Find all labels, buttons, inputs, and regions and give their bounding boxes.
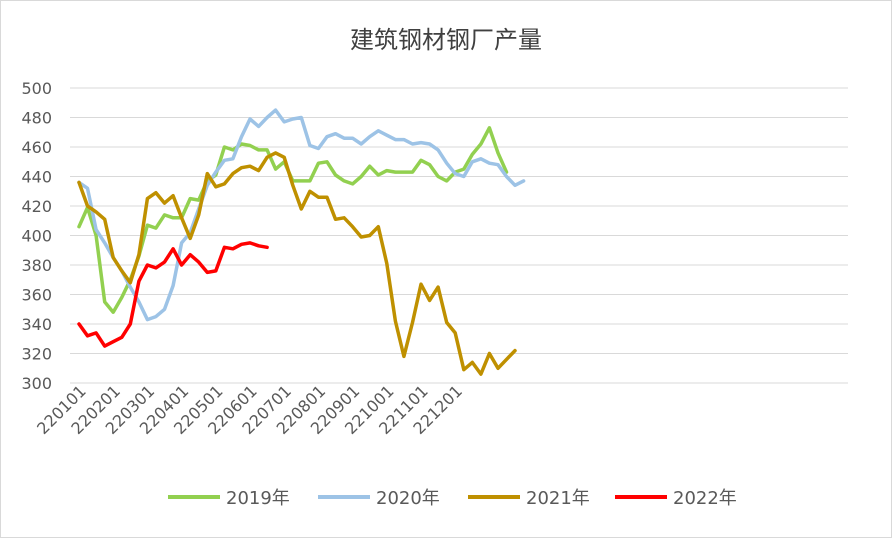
legend-label-2: 2021年 xyxy=(526,488,590,509)
y-tick-label-1: 320 xyxy=(21,345,52,364)
y-tick-label-7: 440 xyxy=(21,168,52,187)
legend-label-1: 2020年 xyxy=(376,488,440,509)
legend-label-0: 2019年 xyxy=(226,488,290,509)
y-tick-label-8: 460 xyxy=(21,138,52,157)
series-line-1 xyxy=(77,108,526,322)
legend-label-3: 2022年 xyxy=(673,488,737,509)
series-line-3 xyxy=(77,241,269,348)
y-tick-label-0: 300 xyxy=(21,374,52,393)
series-line-2 xyxy=(77,151,517,376)
y-tick-label-6: 420 xyxy=(21,197,52,216)
y-tick-label-9: 480 xyxy=(21,109,52,128)
y-tick-label-10: 500 xyxy=(21,79,52,98)
y-tick-label-4: 380 xyxy=(21,256,52,275)
y-tick-label-2: 340 xyxy=(21,315,52,334)
chart-title: 建筑钢材钢厂产量 xyxy=(350,26,542,54)
y-tick-label-5: 400 xyxy=(21,227,52,246)
y-tick-label-3: 360 xyxy=(21,286,52,305)
